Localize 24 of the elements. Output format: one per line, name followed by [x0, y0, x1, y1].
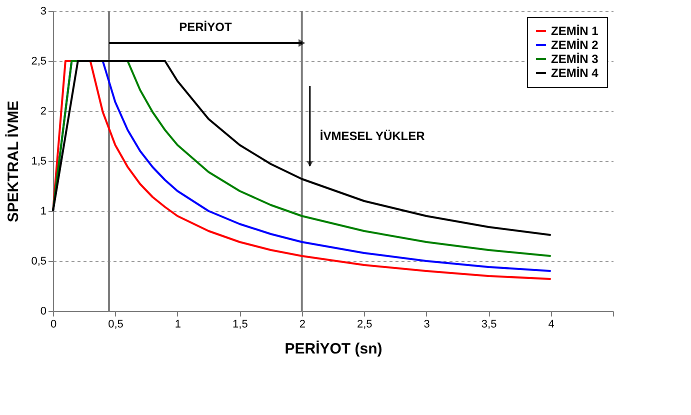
x-tick-label: 3 — [424, 318, 430, 330]
annotation: PERİYOT — [179, 20, 232, 34]
x-tick-label: 2 — [299, 318, 306, 330]
x-tick-label: 3,5 — [481, 318, 497, 330]
legend-label: ZEMİN 3 — [551, 52, 599, 66]
legend-label: ZEMİN 2 — [551, 38, 599, 52]
y-tick-label: 1 — [40, 206, 46, 218]
y-tick-label: 0 — [40, 306, 46, 318]
x-tick-label: 2,5 — [356, 318, 372, 330]
y-tick-label: 2 — [40, 106, 46, 118]
y-axis-title: SPEKTRAL İVME — [5, 100, 22, 222]
y-tick-label: 2,5 — [31, 56, 46, 68]
legend-label: ZEMİN 1 — [551, 24, 599, 38]
legend-label: ZEMİN 4 — [551, 66, 599, 80]
x-axis-title: PERİYOT (sn) — [284, 340, 382, 358]
y-tick-label: 1,5 — [31, 156, 46, 168]
x-tick-label: 0,5 — [108, 318, 124, 330]
y-tick-label: 0,5 — [31, 256, 46, 268]
annotation: İVMESEL YÜKLER — [320, 129, 426, 143]
x-tick-label: 4 — [548, 318, 554, 330]
x-tick-label: 0 — [50, 318, 57, 330]
y-tick-label: 3 — [40, 6, 46, 18]
x-tick-label: 1,5 — [232, 318, 248, 330]
x-tick-label: 1 — [174, 318, 182, 330]
